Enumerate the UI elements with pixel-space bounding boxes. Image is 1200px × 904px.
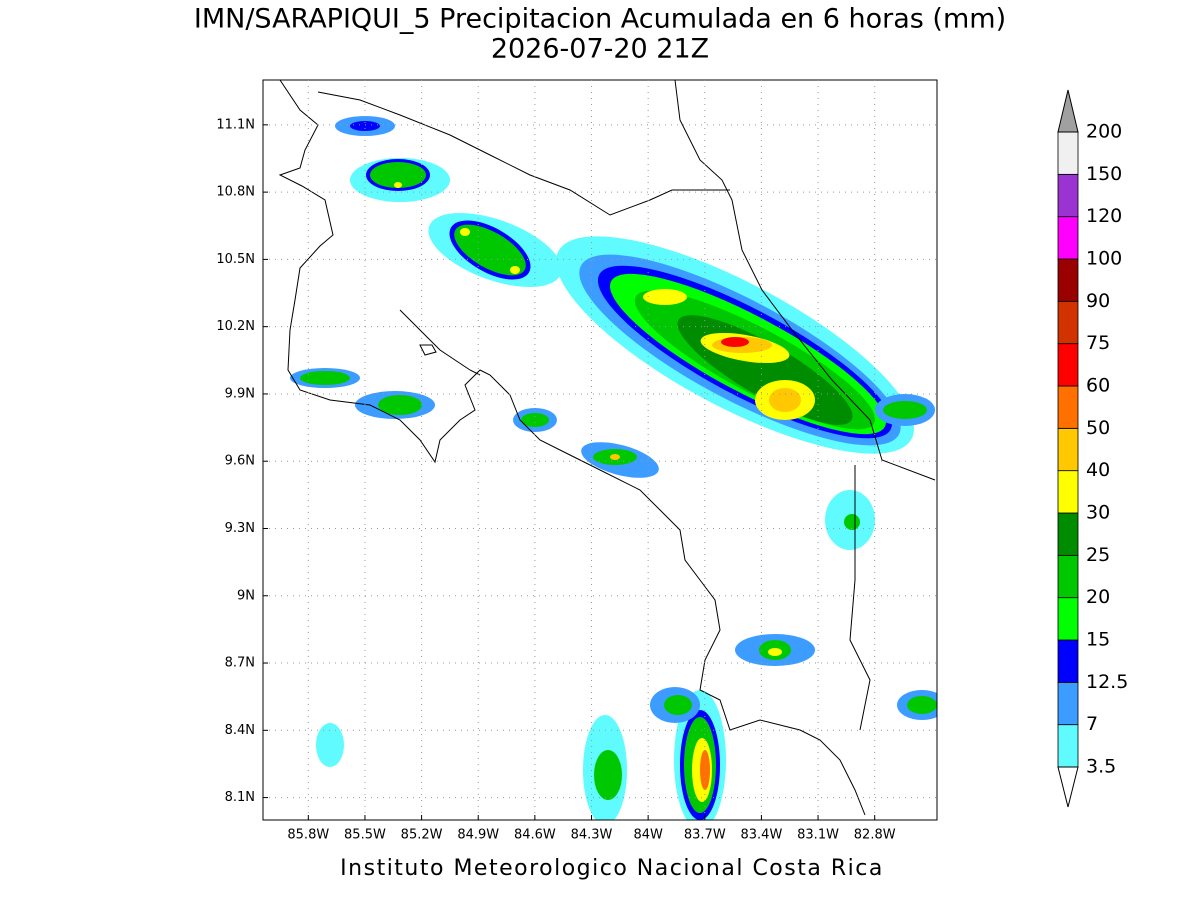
x-tick-label: 82.8W — [854, 828, 896, 843]
colorbar-segment — [1057, 639, 1079, 683]
colorbar-label: 100 — [1086, 248, 1122, 270]
colorbar-segment — [1057, 300, 1079, 345]
colorbar-segment — [1057, 427, 1079, 472]
colorbar-label: 150 — [1086, 163, 1122, 185]
colorbar-segment — [1057, 724, 1079, 768]
colorbar-label: 3.5 — [1086, 756, 1116, 778]
map-frame — [262, 79, 938, 821]
subtitle: 2026-07-20 21Z — [491, 34, 709, 65]
x-tick-label: 85.5W — [344, 828, 386, 843]
y-tick-label: 9.6N — [225, 454, 255, 469]
x-tick-label: 83.7W — [684, 828, 726, 843]
colorbar-under — [1057, 766, 1079, 808]
colorbar-label: 50 — [1086, 417, 1110, 439]
y-tick-label: 10.8N — [216, 185, 255, 200]
x-tick-label: 84W — [633, 828, 663, 843]
colorbar-over — [1057, 89, 1079, 133]
colorbar-label: 75 — [1086, 332, 1110, 354]
x-tick-label: 85.2W — [401, 828, 443, 843]
colorbar-segment — [1057, 258, 1079, 302]
y-tick-label: 8.4N — [225, 723, 255, 738]
colorbar-segment — [1057, 554, 1079, 599]
x-tick-label: 83.1W — [797, 828, 839, 843]
y-tick-label: 11.1N — [216, 117, 255, 132]
colorbar-label: 60 — [1086, 375, 1110, 397]
x-tick-label: 85.8W — [287, 828, 329, 843]
colorbar-label: 30 — [1086, 502, 1110, 524]
colorbar-segment — [1057, 597, 1079, 641]
colorbar-segment — [1057, 173, 1079, 218]
x-tick-label: 83.4W — [741, 828, 783, 843]
colorbar-label: 20 — [1086, 586, 1110, 608]
y-tick-label: 9.9N — [225, 386, 255, 401]
colorbar-segment — [1057, 681, 1079, 726]
precip-field — [290, 116, 937, 820]
y-tick-label: 8.1N — [225, 790, 255, 805]
colorbar-label: 7 — [1086, 713, 1098, 735]
colorbar-label: 90 — [1086, 290, 1110, 312]
y-tick-label: 9N — [237, 588, 255, 603]
title: IMN/SARAPIQUI_5 Precipitacion Acumulada … — [194, 4, 1006, 35]
colorbar-label: 120 — [1086, 205, 1122, 227]
colorbar-segment — [1057, 131, 1079, 175]
colorbar-label: 25 — [1086, 544, 1110, 566]
y-tick-label: 8.7N — [225, 656, 255, 671]
y-tick-label: 10.5N — [216, 252, 255, 267]
x-tick-label: 84.3W — [571, 828, 613, 843]
colorbar-segment — [1057, 343, 1079, 387]
colorbar-segment — [1057, 385, 1079, 429]
footer: Instituto Meteorologico Nacional Costa R… — [340, 856, 884, 881]
colorbar-segment — [1057, 470, 1079, 514]
x-tick-label: 84.6W — [514, 828, 556, 843]
y-tick-label: 9.3N — [225, 521, 255, 536]
colorbar-segment — [1057, 216, 1079, 260]
coastlines — [278, 80, 936, 816]
colorbar-segment — [1057, 512, 1079, 556]
colorbar-label: 40 — [1086, 459, 1110, 481]
y-tick-label: 10.2N — [216, 319, 255, 334]
colorbar-label: 200 — [1086, 121, 1122, 143]
colorbar-label: 12.5 — [1086, 671, 1128, 693]
x-tick-label: 84.9W — [457, 828, 499, 843]
colorbar-label: 15 — [1086, 629, 1110, 651]
